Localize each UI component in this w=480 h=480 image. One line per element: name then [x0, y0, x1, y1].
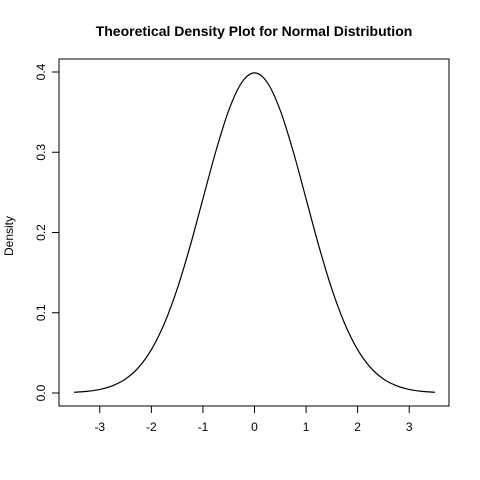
y-axis-label: Density [2, 216, 16, 256]
x-tick-label: 0 [251, 420, 258, 434]
x-axis: -3 -2 -1 0 1 2 3 [94, 405, 413, 434]
y-tick-label: 0.0 [34, 384, 48, 401]
x-tick-label: -2 [146, 420, 157, 434]
y-tick-label: 0.4 [34, 63, 48, 80]
chart-title: Theoretical Density Plot for Normal Dist… [96, 23, 413, 39]
y-axis: 0.0 0.1 0.2 0.3 0.4 [34, 63, 60, 401]
x-tick-label: 2 [354, 420, 361, 434]
density-curve [73, 72, 436, 393]
x-tick-label: -3 [94, 420, 105, 434]
y-tick-label: 0.3 [34, 144, 48, 161]
x-tick-label: 3 [406, 420, 413, 434]
x-tick-label: 1 [303, 420, 310, 434]
y-tick-label: 0.1 [34, 304, 48, 321]
y-tick-label: 0.2 [34, 224, 48, 241]
plot-frame [58, 58, 450, 407]
x-tick-label: -1 [198, 420, 209, 434]
